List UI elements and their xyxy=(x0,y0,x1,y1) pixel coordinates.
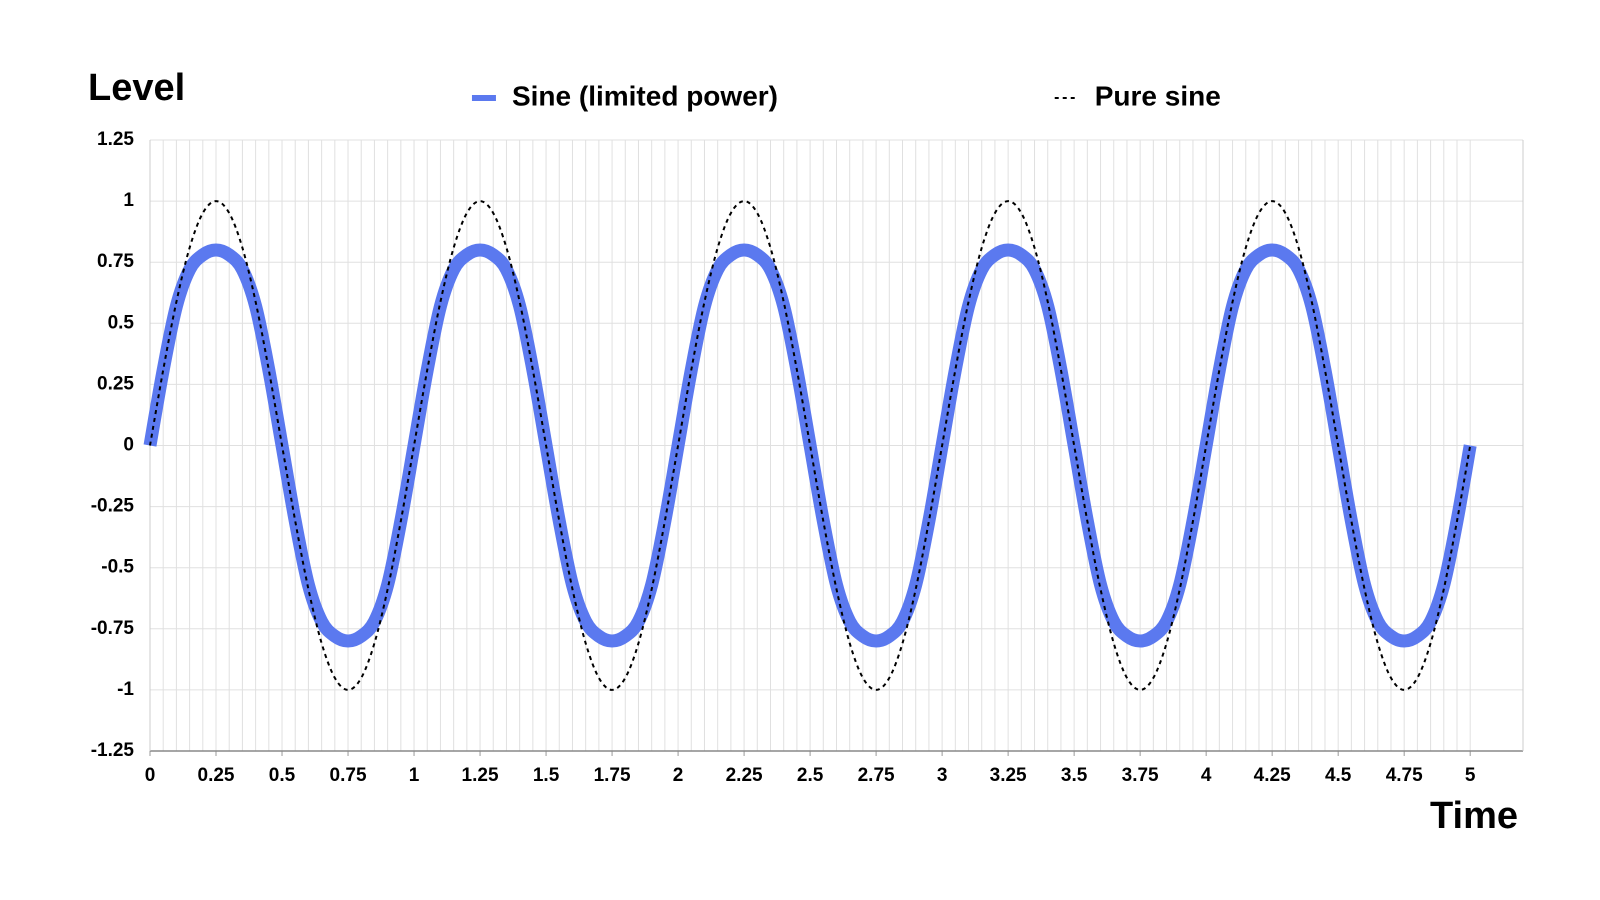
y-tick-label: 1.25 xyxy=(97,129,134,150)
x-tick-label: 5 xyxy=(1465,765,1476,786)
x-tick-label: 3.5 xyxy=(1061,765,1088,786)
x-tick-label: 2.25 xyxy=(726,765,763,786)
y-tick-label: 1 xyxy=(123,190,134,211)
y-tick-label: 0.75 xyxy=(97,251,134,272)
x-tick-label: 0.75 xyxy=(330,765,367,786)
y-tick-label: -0.25 xyxy=(91,496,135,517)
x-axis-label: Time xyxy=(1430,795,1518,837)
x-tick-label: 0.5 xyxy=(269,765,296,786)
y-tick-label: -0.5 xyxy=(101,557,134,578)
x-tick-label: 3 xyxy=(937,765,948,786)
series-line xyxy=(149,200,1472,691)
x-tick-label: 2.5 xyxy=(797,765,824,786)
y-tick-label: -1.25 xyxy=(91,740,135,761)
legend-label: Pure sine xyxy=(1095,80,1221,111)
x-tick-label: 1.25 xyxy=(462,765,499,786)
y-tick-label: -0.75 xyxy=(91,618,135,639)
x-tick-label: 3.75 xyxy=(1122,765,1159,786)
y-tick-label: -1 xyxy=(117,679,134,700)
x-tick-label: 4.25 xyxy=(1254,765,1291,786)
y-tick-label: 0 xyxy=(123,435,134,456)
x-tick-label: 2 xyxy=(673,765,684,786)
y-tick-label: 0.5 xyxy=(108,312,135,333)
legend-label: Sine (limited power) xyxy=(512,80,778,111)
y-tick-label: 0.25 xyxy=(97,373,134,394)
x-tick-label: 0 xyxy=(145,765,156,786)
x-tick-label: 2.75 xyxy=(858,765,895,786)
x-tick-label: 4.75 xyxy=(1386,765,1423,786)
x-tick-label: 0.25 xyxy=(198,765,235,786)
x-tick-label: 3.25 xyxy=(990,765,1027,786)
series-line xyxy=(143,243,1477,648)
x-tick-label: 1.75 xyxy=(594,765,631,786)
x-tick-label: 1.5 xyxy=(533,765,560,786)
x-tick-label: 4.5 xyxy=(1325,765,1352,786)
x-tick-label: 4 xyxy=(1201,765,1212,786)
x-tick-label: 1 xyxy=(409,765,420,786)
y-axis-label: Level xyxy=(88,67,185,109)
